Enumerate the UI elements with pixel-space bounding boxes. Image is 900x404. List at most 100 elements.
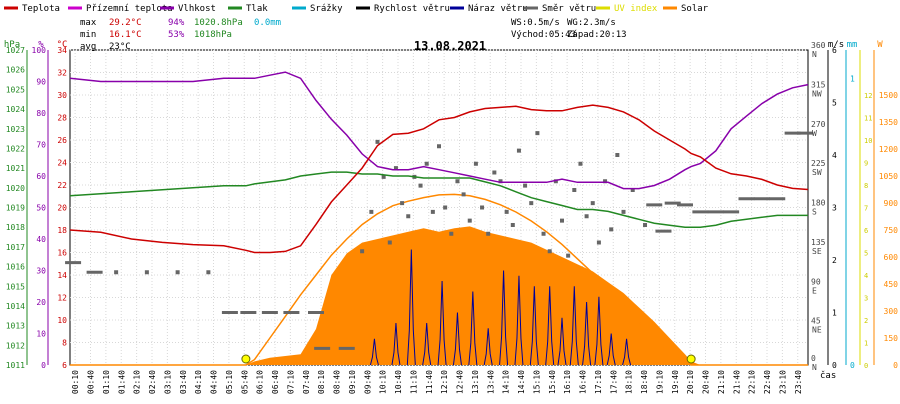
x-tick-label: 02:10 [133,370,142,394]
x-tick-label: 18:10 [625,370,634,394]
percent-tick-label: 60 [36,172,46,181]
x-tick-label: 15:10 [532,370,541,394]
percent-tick-label: 80 [36,109,46,118]
stat-max-hum: 94% [168,18,185,28]
legend-label-uv: UV index [614,4,658,14]
wind-direction-point [615,153,620,157]
legend-label-pres: Tlak [246,4,268,14]
gust-spike [391,322,401,366]
x-tick-label: 16:10 [563,370,572,394]
wind-direction-segment [664,201,681,205]
legend-label-rain: Srážky [310,4,343,14]
wind-direction-point [566,253,571,258]
legend-label-wind: Rychlost větru [374,4,450,14]
watt-tick-label: 0 [893,361,898,370]
wind-direction-point [596,240,601,245]
wind-direction-segment [86,270,103,274]
wind-direction-segment [261,311,278,314]
x-tick-label: 07:40 [302,370,311,394]
x-tick-label: 23:40 [794,370,803,394]
hpa-tick-label: 1013 [6,322,25,331]
stat-avg-label: avg [80,42,96,52]
watt-tick-label: 300 [884,307,899,316]
wind-direction-point [572,188,577,192]
direction-degree-label: 90 [811,277,821,286]
x-tick-label: 03:40 [179,370,188,394]
uv-tick-label: 10 [864,137,872,145]
uv-tick-label: 2 [864,317,868,325]
wind-direction-segment [240,311,257,314]
direction-degree-label: 0 [811,354,816,363]
stat-wg: WG:2.3m/s [567,18,616,28]
uv-tick-label: 5 [864,250,868,258]
wind-direction-point [467,218,472,223]
hpa-tick-label: 1011 [6,361,25,370]
ms-tick-label: 2 [832,256,837,265]
gust-spike [569,286,579,366]
stat-min-label: min [80,30,96,40]
direction-degree-label: 225 [811,159,826,168]
x-tick-label: 13:40 [486,370,495,394]
wind-direction-point [175,270,180,275]
wind-direction-point [206,270,211,275]
stat-max-temp: 29.2°C [109,18,142,28]
x-tick-label: 04:10 [194,370,203,394]
wind-direction-point [144,270,149,275]
gust-spike [499,270,509,366]
celsius-tick-label: 18 [57,226,67,235]
wind-direction-point [590,201,595,206]
x-tick-label: 03:10 [163,370,172,394]
stat-max-label: max [80,18,97,28]
gust-spike [422,322,432,366]
x-tick-label: 00:10 [71,370,80,394]
hpa-tick-label: 1019 [6,204,25,213]
x-tick-label: 00:40 [87,370,96,394]
sunrise-marker [241,354,251,364]
wind-direction-segment [646,203,663,207]
ms-tick-label: 5 [832,99,837,108]
direction-name-label: N [812,363,817,372]
wind-direction-point [541,231,546,236]
wind-direction-segment [677,203,693,207]
x-tick-label: 12:10 [440,370,449,394]
ms-tick-label: 1 [832,309,837,318]
x-tick-label: 11:40 [425,370,434,394]
wind-direction-point [455,179,460,184]
x-tick-label: 01:40 [117,370,126,394]
wind-direction-point [523,183,528,188]
direction-name-label: NW [812,89,822,98]
wind-direction-point [643,223,648,227]
hpa-tick-label: 1020 [6,184,25,193]
wind-direction-point [369,209,374,214]
wind-direction-point [473,161,478,166]
stat-avg-temp: 23°C [109,42,131,52]
wind-direction-point [387,240,392,245]
wind-direction-point [430,209,435,214]
mm-tick-label: 0 [850,361,855,370]
wind-direction-segment [784,131,801,135]
gust-spike [622,338,632,366]
hpa-tick-label: 1021 [6,164,25,173]
wind-direction-point [406,214,411,219]
wind-direction-segment [308,311,324,314]
x-tick-label: 16:40 [579,370,588,394]
celsius-tick-label: 6 [62,361,67,370]
wind-direction-segment [655,229,672,233]
watt-tick-label: 1500 [879,91,898,100]
x-tick-label: 22:40 [763,370,772,394]
uv-tick-label: 6 [864,227,868,235]
gust-spike [529,286,539,366]
uv-tick-label: 11 [864,115,872,123]
wind-direction-point [114,270,119,275]
watt-tick-label: 900 [884,199,899,208]
x-tick-label: 12:40 [456,370,465,394]
wind-direction-point [418,183,423,188]
solar-clear-sky-line [70,193,808,366]
wind-direction-point [578,161,583,166]
x-tick-label: 18:40 [640,370,649,394]
direction-name-label: S [812,208,817,217]
wind-direction-point [449,231,454,236]
x-tick-label: 13:10 [471,370,480,394]
wind-direction-point [492,170,497,175]
hpa-tick-label: 1014 [6,302,25,311]
